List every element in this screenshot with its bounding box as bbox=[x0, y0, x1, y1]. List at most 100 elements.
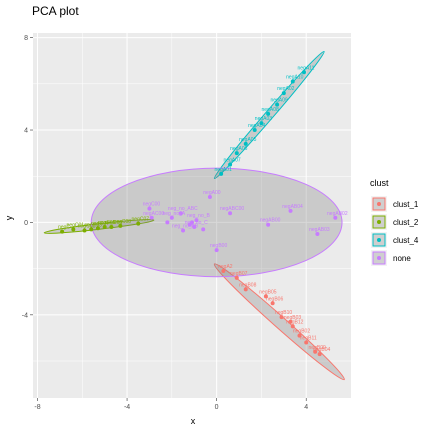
legend-label: none bbox=[393, 254, 411, 263]
point-label: neg_no_C bbox=[185, 220, 208, 226]
point-clust_4 bbox=[243, 141, 248, 146]
point-none bbox=[147, 206, 152, 211]
point-label: negB02 bbox=[293, 329, 310, 335]
point-label: negA01 bbox=[214, 167, 231, 173]
data-points bbox=[60, 70, 338, 357]
point-none bbox=[149, 215, 154, 220]
point-label: negC05 bbox=[98, 220, 116, 226]
point-label: negB04 bbox=[313, 347, 330, 353]
legend-key-dot bbox=[377, 220, 381, 224]
point-clust_2 bbox=[60, 229, 65, 234]
point-clust_1 bbox=[279, 315, 284, 320]
point-none bbox=[201, 227, 206, 232]
point-clust_2 bbox=[71, 227, 76, 232]
point-label: negC bbox=[58, 225, 70, 231]
point-label: neg_no_B bbox=[187, 213, 210, 219]
ellipse-none bbox=[90, 167, 343, 278]
point-clust_4 bbox=[234, 151, 239, 156]
legend-title: clust bbox=[370, 178, 389, 188]
point-label: negA03 bbox=[255, 116, 272, 122]
point-clust_1 bbox=[243, 287, 248, 292]
point-clust_1 bbox=[270, 301, 275, 306]
point-label: negA11 bbox=[298, 65, 315, 71]
point-clust_4 bbox=[290, 79, 295, 84]
point-label: negC04 bbox=[91, 221, 109, 227]
legend-label: clust_2 bbox=[393, 218, 419, 227]
y-axis-title: y bbox=[4, 215, 14, 220]
point-clust_1 bbox=[234, 275, 239, 280]
point-label: negAC00 bbox=[143, 211, 164, 217]
point-none bbox=[194, 218, 199, 223]
legend-key-dot bbox=[377, 238, 381, 242]
point-label: negA04 bbox=[248, 123, 265, 129]
point-label: negAB03 bbox=[309, 227, 330, 233]
point-clust_2 bbox=[109, 225, 114, 230]
point-clust_4 bbox=[219, 171, 224, 176]
point-clust_2 bbox=[95, 226, 100, 231]
point-none bbox=[178, 211, 183, 216]
point-label: negB06 bbox=[266, 296, 283, 302]
point-label: negB10 bbox=[275, 310, 292, 316]
point-clust_2 bbox=[82, 228, 87, 233]
x-tick-label: 4 bbox=[304, 404, 308, 411]
point-none bbox=[228, 211, 233, 216]
point-none bbox=[165, 220, 170, 225]
point-label: negA06 bbox=[230, 146, 247, 152]
y-tick-label: 8 bbox=[24, 35, 28, 42]
legend-key-clust_1 bbox=[371, 196, 387, 212]
point-clust_1 bbox=[290, 324, 295, 329]
point-label: negAB02 bbox=[327, 211, 348, 217]
point-label: negA00 bbox=[203, 190, 220, 196]
point-label: negA10 bbox=[286, 75, 303, 81]
point-clust_1 bbox=[288, 319, 293, 324]
point-label: negABC00 bbox=[220, 206, 244, 212]
point-label: negC07 bbox=[131, 217, 149, 223]
point-label: negAB00 bbox=[260, 218, 281, 224]
y-tick-label: 0 bbox=[24, 220, 28, 227]
point-label: negC00 bbox=[143, 202, 161, 208]
point-clust_4 bbox=[266, 111, 271, 116]
point-label: negAB04 bbox=[282, 204, 303, 210]
point-label: negC02 bbox=[78, 224, 96, 230]
chart-title: PCA plot bbox=[32, 4, 79, 18]
point-none bbox=[288, 208, 293, 213]
point-label: neg_no_A bbox=[162, 211, 185, 217]
point-labels: negA2negB07negB08negB05negB06negB10negB0… bbox=[58, 65, 348, 353]
point-label: negB03 bbox=[284, 315, 301, 321]
point-clust_4 bbox=[301, 70, 306, 75]
point-none bbox=[192, 225, 197, 230]
legend-key-clust_4 bbox=[371, 232, 387, 248]
point-label: negB12 bbox=[286, 319, 303, 325]
x-tick-label: -4 bbox=[124, 404, 130, 411]
point-clust_2 bbox=[136, 221, 141, 226]
point-label: negA2 bbox=[218, 264, 233, 270]
point-clust_1 bbox=[221, 268, 226, 273]
point-none bbox=[315, 231, 320, 236]
grid-lines bbox=[33, 33, 351, 398]
point-label: negB07 bbox=[230, 271, 247, 277]
point-clust_4 bbox=[228, 162, 233, 167]
x-tick-label: -8 bbox=[34, 404, 40, 411]
point-none bbox=[207, 195, 212, 200]
point-clust_4 bbox=[252, 128, 257, 133]
point-clust_4 bbox=[281, 91, 286, 96]
point-none bbox=[214, 248, 219, 253]
point-label: negB08 bbox=[239, 282, 256, 288]
point-label: negB05 bbox=[259, 289, 276, 295]
point-clust_1 bbox=[297, 333, 302, 338]
legend-key-dot bbox=[377, 256, 381, 260]
point-none bbox=[333, 215, 338, 220]
legend-key-clust_2 bbox=[371, 214, 387, 230]
point-clust_4 bbox=[275, 102, 280, 107]
point-clust_1 bbox=[263, 294, 268, 299]
x-axis-title: x bbox=[191, 416, 196, 426]
point-clust_2 bbox=[89, 227, 94, 232]
plot-panel bbox=[33, 33, 351, 398]
point-label: neg_no_AB bbox=[172, 224, 199, 230]
point-label: negC01 bbox=[67, 222, 85, 228]
point-label: negC06 bbox=[105, 220, 123, 226]
point-label: negB00 bbox=[210, 243, 227, 249]
x-tick-label: 0 bbox=[215, 404, 219, 411]
